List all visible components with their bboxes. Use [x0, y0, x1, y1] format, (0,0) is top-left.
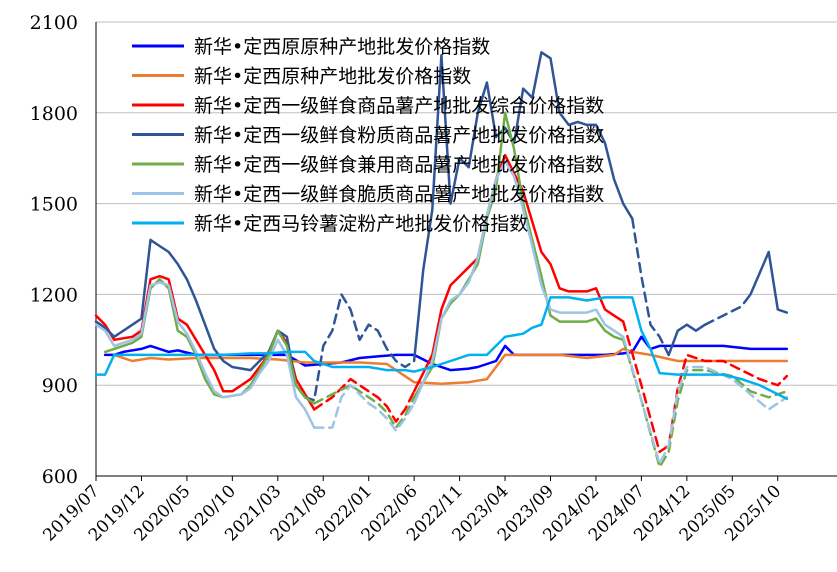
- legend-label: 新华•定西一级鲜食兼用商品薯产地批发价格指数: [194, 154, 604, 176]
- series-line-gap: [631, 217, 670, 357]
- series-line-gap: [621, 335, 789, 466]
- legend-label: 新华•定西原种产地批发价格指数: [194, 66, 471, 88]
- series-line: [749, 250, 789, 314]
- y-tick-label: 600: [42, 466, 78, 488]
- series-line-gap: [312, 383, 416, 432]
- series-4: [94, 51, 789, 402]
- series-6: [94, 159, 789, 466]
- series-7: [94, 296, 789, 401]
- series-line: [94, 296, 789, 401]
- series-line-gap: [303, 293, 416, 402]
- series-line: [667, 323, 707, 357]
- gridlines: [96, 21, 837, 386]
- series-line: [412, 111, 625, 399]
- series-line: [103, 335, 789, 372]
- legend-label: 新华•定西马铃薯淀粉产地批发价格指数: [194, 213, 528, 235]
- legend-label: 新华•定西一级鲜食粉质商品薯产地批发价格指数: [194, 125, 604, 147]
- series-line-gap: [621, 320, 789, 454]
- y-tick-label: 1200: [30, 284, 78, 306]
- series-line-gap: [312, 377, 416, 423]
- legend-label: 新华•定西原原种产地批发价格指数: [194, 36, 490, 58]
- series-line: [94, 281, 316, 429]
- series-line: [94, 238, 307, 399]
- series-line: [412, 159, 625, 405]
- series-1: [103, 335, 789, 372]
- series-2: [112, 347, 789, 385]
- series-line: [412, 51, 634, 363]
- series-line-gap: [312, 383, 416, 429]
- y-tick-label: 2100: [30, 12, 78, 34]
- series-line: [112, 347, 789, 385]
- series-line-gap: [703, 293, 752, 326]
- y-tick-label: 1500: [30, 194, 78, 216]
- y-tick-label: 1800: [30, 103, 78, 125]
- legend: 新华•定西原原种产地批发价格指数新华•定西原种产地批发价格指数新华•定西一级鲜食…: [132, 36, 604, 235]
- legend-label: 新华•定西一级鲜食脆质商品薯产地批发价格指数: [194, 184, 604, 206]
- y-tick-label: 900: [42, 375, 78, 397]
- legend-label: 新华•定西一级鲜食商品薯产地批发综合价格指数: [194, 95, 604, 117]
- series-lines: [94, 51, 789, 469]
